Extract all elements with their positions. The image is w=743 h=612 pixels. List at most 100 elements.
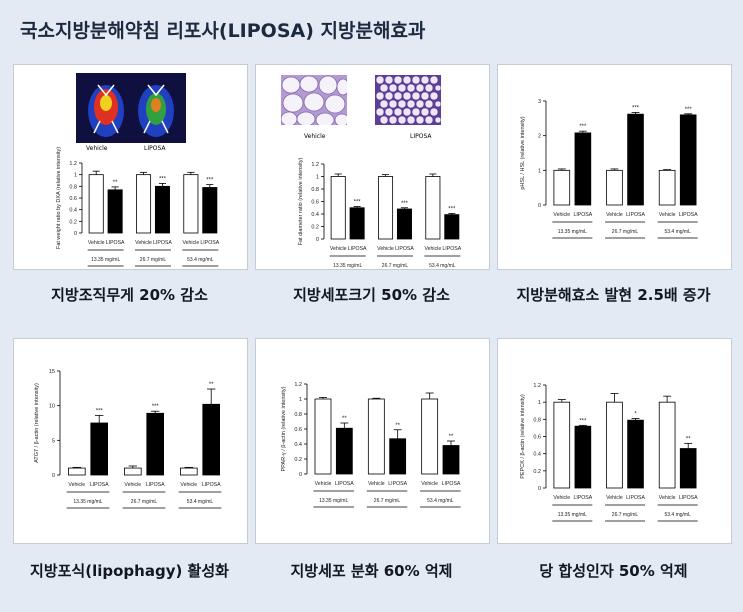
significance-label: *** (685, 107, 693, 113)
photo-label-liposa: LIPOSA (410, 133, 432, 140)
x-tick-label: LIPOSA (202, 482, 221, 488)
bar (90, 422, 109, 476)
group-label: 13.35 mg/mL (333, 263, 362, 269)
y-axis-label: pHSL / HSL (relative intensity) (520, 116, 526, 189)
chart-fat-weight: 0 0.2 0.4 0.6 0.8 1 1.2 Fat weight ratio by DXA… (56, 147, 220, 267)
group-label: 26.7 mg/mL (382, 263, 409, 269)
bar (425, 176, 441, 240)
panel-hsl-expression: 0 1 2 3 pHSL / HSL (relative intensity) Vehic… (497, 64, 732, 270)
dxa-scan-image (76, 73, 186, 143)
group-label: 53.4 mg/mL (187, 499, 214, 505)
x-tick-label: Vehicle (553, 212, 570, 218)
y-tick-label: 0 (299, 472, 302, 478)
significance-label: *** (96, 408, 104, 414)
bar (88, 174, 104, 234)
panel-lipophagy: 0 5 10 15 ATG7 / β-actin (relative intensity… (13, 338, 248, 544)
x-tick-label: LIPOSA (106, 240, 125, 246)
y-tick-label: 0.4 (533, 452, 541, 458)
group-label: 53.4 mg/mL (187, 257, 214, 263)
x-tick-label: LIPOSA (626, 495, 645, 501)
y-tick-label: 0.4 (69, 208, 77, 214)
bar (335, 427, 353, 475)
y-tick-label: 0.8 (294, 412, 302, 418)
group-label: 13.35 mg/mL (73, 499, 102, 505)
y-tick-label: 0.4 (294, 442, 302, 448)
bar (658, 169, 676, 206)
y-tick-label: 10 (49, 404, 55, 410)
significance-label: ** (113, 180, 118, 186)
bar (389, 438, 407, 475)
histology-liposa-image (375, 75, 441, 125)
bar (202, 187, 218, 234)
bar (421, 398, 439, 475)
y-tick-label: 1 (538, 168, 541, 174)
bar (378, 176, 394, 240)
group-label: 26.7 mg/mL (612, 512, 639, 518)
caption-fat-weight: 지방조직무게 20% 감소 (51, 286, 208, 304)
significance-label: ** (686, 436, 691, 442)
bar (314, 398, 332, 475)
y-tick-label: 1.2 (311, 162, 319, 168)
group-label: 53.4 mg/mL (429, 263, 456, 269)
y-tick-label: 0.6 (533, 435, 541, 441)
significance-label: *** (354, 200, 362, 206)
bar (124, 467, 142, 476)
group-label: 26.7 mg/mL (131, 499, 158, 505)
x-tick-label: LIPOSA (90, 482, 109, 488)
panel-ppar-differentiation: 0 0.2 0.4 0.6 0.8 1 1.2 PPAR-γ / β-actin (relat… (255, 338, 490, 544)
y-axis-label: Fat diameter ratio (relative intensity) (298, 157, 304, 245)
x-tick-label: LIPOSA (146, 482, 165, 488)
x-tick-label: LIPOSA (200, 240, 219, 246)
bar (179, 467, 198, 476)
x-tick-label: LIPOSA (153, 240, 172, 246)
significance-label: *** (206, 178, 214, 184)
bar (606, 401, 623, 489)
y-tick-label: 0.8 (311, 187, 319, 193)
group-label: 13.35 mg/mL (319, 498, 348, 504)
significance-label: ** (342, 416, 347, 422)
x-tick-label: Vehicle (88, 240, 105, 246)
significance-label: *** (152, 404, 160, 410)
bar (679, 448, 697, 489)
y-tick-label: 1.2 (294, 382, 302, 388)
panel-fat-weight: Vehicle LIPOSA 0 0.2 0.4 0.6 0.8 1 1.2 Fat weig… (13, 64, 248, 270)
photo-label-vehicle: Vehicle (304, 133, 326, 140)
chart-hsl-expression: 0 1 2 3 pHSL / HSL (relative intensity) Vehic… (520, 99, 698, 239)
chart-ppar-differentiation: 0 0.2 0.4 0.6 0.8 1 1.2 PPAR-γ / β-actin (relat… (281, 382, 461, 508)
y-tick-label: 0 (74, 231, 77, 237)
x-tick-label: LIPOSA (395, 246, 414, 252)
x-tick-label: LIPOSA (442, 246, 461, 252)
bar (136, 174, 152, 234)
y-tick-label: 0.2 (69, 219, 77, 225)
chart-lipophagy: 0 5 10 15 ATG7 / β-actin (relative intensity… (34, 369, 222, 509)
significance-label: *** (579, 418, 587, 424)
chart-fat-size: 0 0.2 0.4 0.6 0.8 1 1.2 Fat diameter ratio (rel… (298, 157, 462, 269)
x-tick-label: Vehicle (606, 212, 623, 218)
x-tick-label: Vehicle (377, 246, 394, 252)
bar (606, 169, 623, 206)
significance-label: *** (579, 124, 587, 130)
page-title: 국소지방분해약침 리포사(LIPOSA) 지방분해효과 (20, 20, 426, 42)
group-label: 53.4 mg/mL (664, 512, 691, 518)
group-label: 26.7 mg/mL (140, 257, 167, 263)
y-tick-label: 1.2 (69, 161, 77, 167)
chart-pepck-synthesis: 0 0.2 0.4 0.6 0.8 1 1.2 PEPCK / β-actin (relati… (520, 383, 698, 522)
bar (574, 425, 592, 489)
bar (154, 185, 170, 234)
group-label: 13.35 mg/mL (91, 257, 120, 263)
x-tick-label: Vehicle (368, 481, 385, 487)
y-tick-label: 0.8 (533, 417, 541, 423)
x-tick-label: Vehicle (182, 240, 199, 246)
bar (574, 132, 592, 206)
y-tick-label: 1 (74, 173, 77, 179)
caption-pepck-synthesis: 당 합성인자 50% 억제 (539, 562, 688, 580)
y-tick-label: 0.2 (533, 469, 541, 475)
y-tick-label: 5 (52, 438, 55, 444)
significance-label: ** (395, 423, 400, 429)
y-tick-label: 0.2 (294, 457, 302, 463)
significance-label: *** (159, 176, 167, 182)
x-tick-label: Vehicle (180, 482, 197, 488)
y-tick-label: 0.6 (311, 200, 319, 206)
x-tick-label: LIPOSA (679, 495, 698, 501)
caption-lipophagy: 지방포식(lipophagy) 활성화 (30, 562, 229, 580)
